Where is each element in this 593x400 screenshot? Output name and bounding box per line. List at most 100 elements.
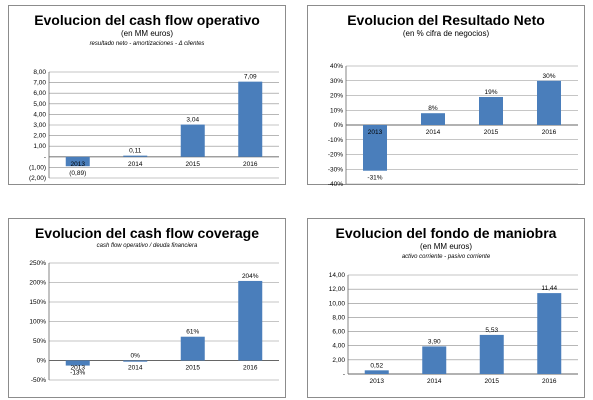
chart-title: Evolucion del Resultado Neto (347, 12, 545, 28)
y-tick-label: 4,00 (33, 111, 46, 118)
y-tick-label: 200% (29, 280, 46, 287)
x-tick-label: 2013 (368, 129, 383, 136)
y-tick-label: 5,00 (33, 101, 46, 108)
x-tick-label: 2014 (128, 365, 143, 372)
chart-panel-fondo-de-maniobra: Evolucion del fondo de maniobra (en MM e… (307, 218, 585, 398)
bar-2014 (421, 113, 445, 125)
y-tick-label: -30% (328, 166, 343, 173)
bar-2014 (123, 155, 148, 157)
y-tick-label: 3,00 (33, 122, 46, 129)
y-tick-label: 6,00 (33, 90, 46, 97)
y-tick-label: - (44, 154, 46, 161)
chart-title: Evolucion del fondo de maniobra (335, 225, 557, 241)
y-tick-label: 20% (330, 93, 343, 100)
data-label: (0,89) (69, 170, 86, 177)
chart-title: Evolucion del cash flow operativo (34, 12, 260, 28)
x-tick-label: 2016 (243, 365, 258, 372)
y-tick-label: 4,00 (332, 343, 345, 350)
chart-title: Evolucion del cash flow coverage (34, 225, 260, 241)
data-label: 3,04 (186, 117, 199, 124)
data-label: 5,53 (485, 327, 498, 334)
y-tick-label: (2,00) (29, 175, 46, 182)
x-tick-label: 2016 (542, 378, 557, 385)
chart-panel-resultado-neto: Evolucion del Resultado Neto (en % cifra… (307, 5, 585, 188)
chart-panel-cash-flow-coverage: Evolucion del cash flow coverage cash fl… (8, 218, 286, 398)
bar-2015 (479, 96, 503, 125)
y-tick-label: (1,00) (29, 164, 46, 171)
x-tick-label: 2013 (370, 378, 385, 385)
y-tick-label: 12,00 (329, 286, 346, 293)
y-tick-label: 250% (29, 260, 46, 267)
x-tick-label: 2016 (542, 129, 557, 136)
data-label: -31% (367, 175, 382, 182)
x-tick-label: 2014 (427, 378, 442, 385)
y-tick-label: 100% (29, 319, 46, 326)
bar-2013 (65, 156, 90, 167)
chart-note: activo corriente - pasivo corriente (401, 254, 491, 260)
chart-plot: 250% 200% 150% 100% 50% 0% -50% 2013-13% 2014 0% 2… (29, 260, 279, 384)
bar-2015 (180, 124, 205, 157)
x-tick-label: 2015 (485, 378, 500, 385)
chart-subtitle: (en % cifra de negocios) (402, 29, 490, 38)
data-label: 0% (131, 353, 141, 360)
x-tick-label: 2015 (186, 161, 201, 168)
y-tick-label: -50% (31, 377, 46, 384)
y-tick-label: 8,00 (33, 69, 46, 76)
chart-subtitle: (en MM euros) (419, 242, 472, 251)
data-label: 204% (242, 273, 259, 280)
data-label: 19% (484, 89, 497, 96)
bar-2015 (479, 334, 504, 374)
bar-2016 (537, 293, 562, 374)
y-tick-label: 7,00 (33, 80, 46, 87)
bar-2013 (363, 125, 387, 171)
y-tick-label: -40% (328, 181, 343, 188)
chart-plot: 8,00 7,00 6,00 5,00 4,00 3,00 2,00 1,00 - (1,00) (… (29, 69, 279, 182)
y-tick-label: -20% (328, 152, 343, 159)
y-tick-label: 8,00 (332, 314, 345, 321)
data-label: 0,11 (129, 148, 142, 155)
y-tick-label: -10% (328, 137, 343, 144)
x-tick-label: 2013 (71, 161, 86, 168)
bar-2014 (422, 346, 447, 374)
y-tick-label: - (343, 371, 345, 378)
data-label: 61% (186, 329, 199, 336)
data-label: 11,44 (541, 285, 557, 292)
x-tick-label: 2015 (186, 365, 201, 372)
y-tick-label: 14,00 (329, 272, 346, 279)
chart-panel-cash-flow-operativo: Evolucion del cash flow operativo (en MM… (8, 5, 286, 185)
data-label: 3,90 (428, 338, 441, 345)
y-tick-label: 1,00 (33, 143, 46, 150)
y-tick-label: 0% (334, 122, 344, 129)
y-tick-label: 0% (37, 358, 47, 365)
chart-plot: 40% 30% 20% 10% 0% -10% -20% -30% -40% 2013 -31% 20… (328, 63, 578, 188)
data-label: 8% (428, 105, 438, 112)
bar-2016 (238, 280, 263, 361)
x-tick-label: 2014 (426, 129, 441, 136)
y-tick-label: 6,00 (332, 329, 345, 336)
y-tick-label: 2,00 (33, 133, 46, 140)
chart-note: resultado neto - amortizaciones - Δ clie… (89, 41, 205, 47)
bar-2016 (238, 81, 263, 157)
chart-note: cash flow operativo / deuda financiera (96, 243, 198, 249)
bar-2013 (65, 360, 90, 366)
y-tick-label: 10% (330, 107, 343, 114)
chart-plot: 14,00 12,00 10,00 8,00 6,00 4,00 2,00 - 2013 0,52… (329, 272, 578, 385)
data-label: 7,09 (244, 74, 257, 81)
data-label: 0,52 (370, 362, 383, 369)
x-tick-label: 2015 (484, 129, 499, 136)
y-tick-label: 30% (330, 78, 343, 85)
x-tick-label: 2013 (71, 365, 86, 372)
y-tick-label: 2,00 (332, 357, 345, 364)
bar-2015 (180, 336, 205, 361)
data-label: 30% (542, 73, 555, 80)
x-tick-label: 2016 (243, 161, 258, 168)
y-tick-label: 50% (33, 338, 46, 345)
y-tick-label: 150% (29, 299, 46, 306)
y-tick-label: 40% (330, 63, 343, 70)
bar-2013 (364, 370, 389, 374)
chart-subtitle: (en MM euros) (120, 29, 173, 38)
bar-2016 (537, 80, 561, 125)
bar-2014 (123, 360, 148, 362)
x-tick-label: 2014 (128, 161, 143, 168)
data-label: -13% (70, 370, 85, 377)
